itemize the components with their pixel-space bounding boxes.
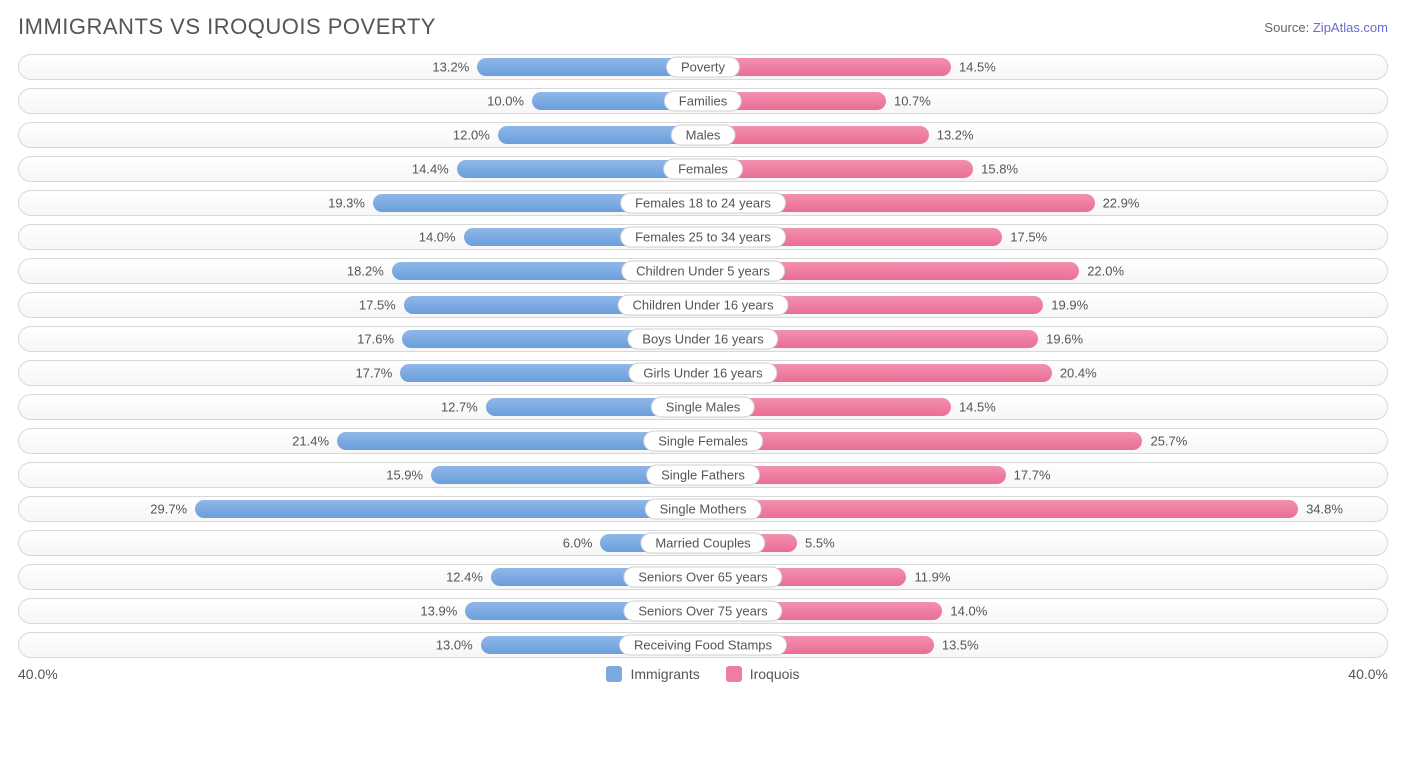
- chart-footer: 40.0% Immigrants Iroquois 40.0%: [18, 666, 1388, 682]
- value-iroquois: 19.9%: [1043, 298, 1088, 313]
- chart-row: 14.4% 15.8% Females: [18, 156, 1388, 182]
- value-immigrants: 13.0%: [436, 638, 481, 653]
- value-immigrants: 29.7%: [150, 502, 195, 517]
- bar-iroquois: [703, 58, 951, 76]
- diverging-bar-chart: 13.2% 14.5% Poverty 10.0% 10.7% Families 12.0%…: [18, 54, 1388, 658]
- chart-row: 13.2% 14.5% Poverty: [18, 54, 1388, 80]
- bar-immigrants: [195, 500, 703, 518]
- category-label: Females 25 to 34 years: [620, 227, 786, 248]
- value-iroquois: 25.7%: [1142, 434, 1187, 449]
- chart-row: 17.7% 20.4% Girls Under 16 years: [18, 360, 1388, 386]
- value-immigrants: 12.4%: [446, 570, 491, 585]
- legend-label-immigrants: Immigrants: [630, 666, 699, 682]
- value-immigrants: 18.2%: [347, 264, 392, 279]
- category-label: Receiving Food Stamps: [619, 635, 787, 656]
- chart-header: IMMIGRANTS VS IROQUOIS POVERTY Source: Z…: [18, 14, 1388, 40]
- value-immigrants: 19.3%: [328, 196, 373, 211]
- value-immigrants: 10.0%: [487, 94, 532, 109]
- chart-row: 15.9% 17.7% Single Fathers: [18, 462, 1388, 488]
- chart-source: Source: ZipAtlas.com: [1264, 20, 1388, 35]
- value-iroquois: 14.0%: [942, 604, 987, 619]
- category-label: Children Under 16 years: [618, 295, 789, 316]
- value-iroquois: 20.4%: [1052, 366, 1097, 381]
- legend-swatch-immigrants: [606, 666, 622, 682]
- category-label: Single Fathers: [646, 465, 760, 486]
- chart-row: 6.0% 5.5% Married Couples: [18, 530, 1388, 556]
- source-link[interactable]: ZipAtlas.com: [1313, 20, 1388, 35]
- category-label: Families: [664, 91, 742, 112]
- legend-item-immigrants: Immigrants: [606, 666, 699, 682]
- legend-swatch-iroquois: [726, 666, 742, 682]
- bar-iroquois: [703, 160, 973, 178]
- category-label: Single Mothers: [645, 499, 762, 520]
- bar-iroquois: [703, 500, 1298, 518]
- chart-row: 14.0% 17.5% Females 25 to 34 years: [18, 224, 1388, 250]
- legend: Immigrants Iroquois: [606, 666, 799, 682]
- value-iroquois: 13.5%: [934, 638, 979, 653]
- value-iroquois: 10.7%: [886, 94, 931, 109]
- category-label: Married Couples: [640, 533, 765, 554]
- chart-row: 29.7% 34.8% Single Mothers: [18, 496, 1388, 522]
- category-label: Children Under 5 years: [621, 261, 785, 282]
- chart-title: IMMIGRANTS VS IROQUOIS POVERTY: [18, 14, 436, 40]
- value-iroquois: 17.5%: [1002, 230, 1047, 245]
- category-label: Females: [663, 159, 743, 180]
- chart-row: 13.0% 13.5% Receiving Food Stamps: [18, 632, 1388, 658]
- category-label: Single Males: [651, 397, 755, 418]
- value-iroquois: 19.6%: [1038, 332, 1083, 347]
- chart-row: 10.0% 10.7% Families: [18, 88, 1388, 114]
- chart-row: 17.5% 19.9% Children Under 16 years: [18, 292, 1388, 318]
- value-immigrants: 21.4%: [292, 434, 337, 449]
- value-immigrants: 14.0%: [419, 230, 464, 245]
- value-iroquois: 11.9%: [906, 570, 950, 585]
- chart-row: 12.0% 13.2% Males: [18, 122, 1388, 148]
- chart-row: 21.4% 25.7% Single Females: [18, 428, 1388, 454]
- bar-iroquois: [703, 432, 1142, 450]
- chart-row: 18.2% 22.0% Children Under 5 years: [18, 258, 1388, 284]
- chart-row: 13.9% 14.0% Seniors Over 75 years: [18, 598, 1388, 624]
- value-immigrants: 12.0%: [453, 128, 498, 143]
- value-iroquois: 13.2%: [929, 128, 974, 143]
- legend-label-iroquois: Iroquois: [750, 666, 800, 682]
- chart-row: 12.4% 11.9% Seniors Over 65 years: [18, 564, 1388, 590]
- chart-row: 19.3% 22.9% Females 18 to 24 years: [18, 190, 1388, 216]
- chart-row: 12.7% 14.5% Single Males: [18, 394, 1388, 420]
- value-immigrants: 14.4%: [412, 162, 457, 177]
- category-label: Seniors Over 65 years: [623, 567, 782, 588]
- value-immigrants: 12.7%: [441, 400, 486, 415]
- value-immigrants: 13.2%: [432, 60, 477, 75]
- category-label: Girls Under 16 years: [628, 363, 777, 384]
- category-label: Seniors Over 75 years: [623, 601, 782, 622]
- category-label: Females 18 to 24 years: [620, 193, 786, 214]
- value-iroquois: 34.8%: [1298, 502, 1343, 517]
- value-iroquois: 14.5%: [951, 60, 996, 75]
- category-label: Single Females: [643, 431, 763, 452]
- value-immigrants: 17.6%: [357, 332, 402, 347]
- value-immigrants: 15.9%: [386, 468, 431, 483]
- value-immigrants: 13.9%: [420, 604, 465, 619]
- value-immigrants: 17.5%: [359, 298, 404, 313]
- value-immigrants: 17.7%: [355, 366, 400, 381]
- value-iroquois: 5.5%: [797, 536, 835, 551]
- category-label: Boys Under 16 years: [627, 329, 778, 350]
- value-iroquois: 14.5%: [951, 400, 996, 415]
- value-immigrants: 6.0%: [563, 536, 601, 551]
- legend-item-iroquois: Iroquois: [726, 666, 800, 682]
- category-label: Males: [671, 125, 736, 146]
- axis-max-right: 40.0%: [1348, 666, 1388, 682]
- value-iroquois: 15.8%: [973, 162, 1018, 177]
- axis-max-left: 40.0%: [18, 666, 58, 682]
- value-iroquois: 17.7%: [1006, 468, 1051, 483]
- value-iroquois: 22.0%: [1079, 264, 1124, 279]
- bar-iroquois: [703, 126, 929, 144]
- value-iroquois: 22.9%: [1095, 196, 1140, 211]
- category-label: Poverty: [666, 57, 740, 78]
- source-label: Source:: [1264, 20, 1309, 35]
- chart-row: 17.6% 19.6% Boys Under 16 years: [18, 326, 1388, 352]
